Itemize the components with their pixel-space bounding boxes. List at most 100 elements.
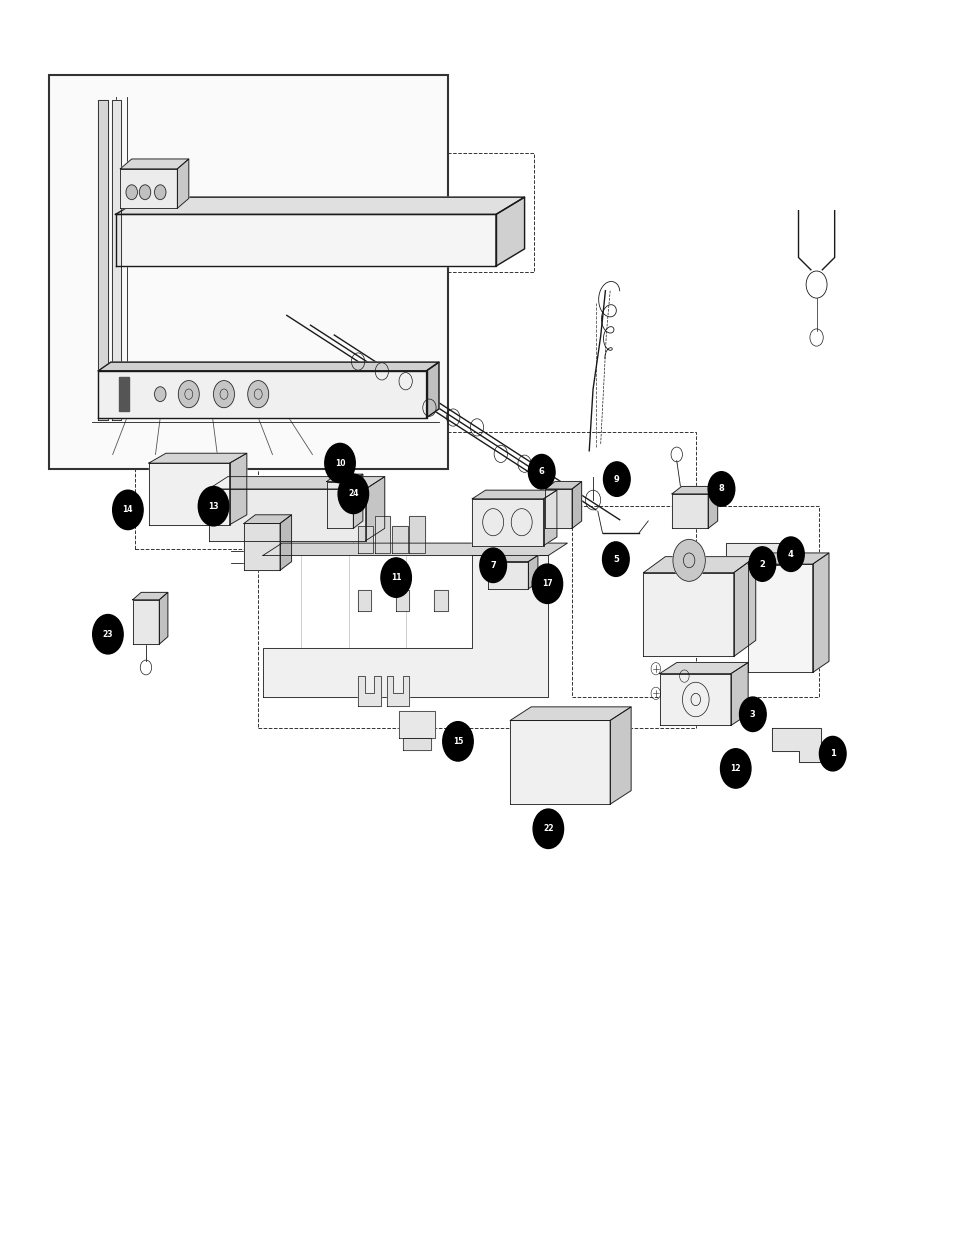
Polygon shape [98,362,438,370]
Polygon shape [119,376,129,411]
Circle shape [154,386,166,401]
Polygon shape [120,159,189,169]
Polygon shape [177,159,189,209]
Polygon shape [733,557,755,656]
Polygon shape [488,561,528,589]
Polygon shape [472,490,557,499]
Text: 15: 15 [453,737,462,745]
Circle shape [602,542,629,576]
Text: 4: 4 [787,549,793,559]
Text: 17: 17 [541,579,552,589]
Polygon shape [132,600,159,644]
Polygon shape [496,197,524,267]
Polygon shape [730,663,747,726]
Polygon shape [671,494,707,528]
Polygon shape [98,370,426,417]
Polygon shape [357,676,380,706]
Polygon shape [392,526,407,553]
Polygon shape [545,489,572,528]
Polygon shape [280,515,292,570]
Polygon shape [707,486,717,528]
Polygon shape [357,526,373,553]
Circle shape [720,749,750,789]
Polygon shape [263,543,567,555]
Circle shape [528,454,555,489]
Polygon shape [209,476,384,489]
Polygon shape [812,553,828,673]
Polygon shape [365,476,384,540]
Polygon shape [120,169,177,209]
Circle shape [248,380,269,407]
Circle shape [479,548,506,582]
Text: 24: 24 [348,490,358,499]
Text: 13: 13 [208,502,218,511]
Polygon shape [353,474,362,528]
Polygon shape [386,676,409,706]
Circle shape [603,462,630,496]
Bar [134,438,353,549]
Text: 14: 14 [123,506,133,515]
Polygon shape [115,215,496,267]
Polygon shape [398,711,435,738]
Text: 22: 22 [542,824,553,833]
Circle shape [748,547,775,581]
Text: 3: 3 [749,710,755,718]
Circle shape [198,486,229,526]
Bar [572,506,819,697]
Circle shape [777,537,803,571]
Polygon shape [528,555,537,589]
Circle shape [213,380,234,407]
Circle shape [178,380,199,407]
Text: 1: 1 [829,749,835,758]
Polygon shape [98,100,108,420]
Circle shape [707,471,734,506]
Polygon shape [610,707,631,805]
Polygon shape [488,555,537,561]
Text: 2: 2 [759,559,764,569]
Polygon shape [149,453,247,463]
Polygon shape [426,362,438,417]
Polygon shape [572,481,581,528]
Text: 7: 7 [490,560,496,570]
Text: 10: 10 [335,459,345,468]
Polygon shape [671,486,717,494]
Polygon shape [159,592,168,644]
Polygon shape [545,481,581,489]
Circle shape [819,737,845,771]
Text: 9: 9 [614,475,619,484]
Polygon shape [132,592,168,600]
Polygon shape [326,474,362,481]
Polygon shape [725,543,778,565]
Polygon shape [747,564,812,673]
Circle shape [324,443,355,482]
Text: 11: 11 [391,573,401,582]
Text: 8: 8 [718,485,723,494]
Bar [49,75,448,469]
Polygon shape [472,499,543,545]
Polygon shape [771,728,821,763]
Text: 12: 12 [730,764,740,772]
Circle shape [92,615,123,654]
Text: 23: 23 [103,629,113,639]
Polygon shape [263,555,548,697]
Circle shape [532,564,562,603]
Circle shape [442,722,473,761]
Circle shape [154,185,166,200]
Polygon shape [395,590,409,611]
Polygon shape [409,516,424,553]
Polygon shape [434,590,447,611]
Polygon shape [659,674,730,726]
Circle shape [533,810,563,849]
Polygon shape [244,523,280,570]
Circle shape [672,539,704,581]
Polygon shape [209,489,365,540]
Polygon shape [510,721,610,805]
Polygon shape [642,557,755,573]
Polygon shape [112,100,121,420]
Circle shape [139,185,151,200]
Text: 6: 6 [538,468,544,476]
Polygon shape [115,197,524,215]
Polygon shape [642,573,733,656]
Polygon shape [357,590,371,611]
Circle shape [126,185,137,200]
